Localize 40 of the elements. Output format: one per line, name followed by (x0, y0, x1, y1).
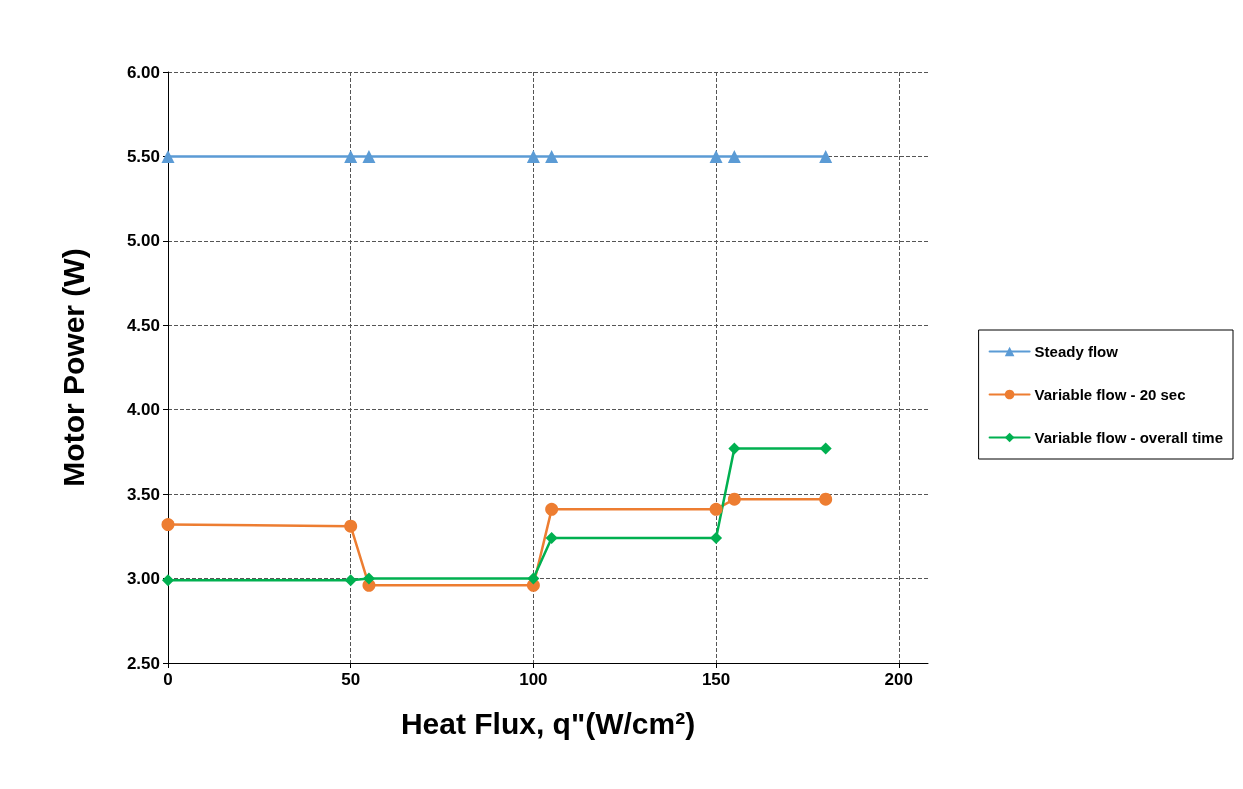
point (819, 492, 833, 506)
point (709, 502, 723, 516)
point (545, 149, 559, 163)
point (819, 442, 832, 455)
x-tick-label: 100 (519, 670, 548, 689)
point (162, 574, 174, 587)
y-tick-label: 3.00 (126, 569, 160, 589)
point (362, 572, 375, 585)
y-tick-label: 4.00 (126, 400, 160, 420)
y-tick-label: 5.00 (126, 231, 160, 251)
legend-label: Steady flow (1034, 343, 1119, 360)
point (344, 149, 358, 163)
point (362, 149, 376, 163)
point (710, 532, 723, 545)
point (161, 518, 175, 532)
point (545, 502, 559, 516)
point (545, 532, 558, 545)
legend-label: Variable flow - 20 sec (1034, 386, 1186, 403)
point (344, 519, 358, 533)
point (161, 149, 175, 163)
y-tick-label: 4.50 (126, 315, 160, 335)
point (727, 149, 741, 163)
point (728, 442, 741, 455)
point (527, 572, 540, 585)
x-tick-label: 200 (884, 670, 913, 689)
y-tick-label: 6.00 (126, 62, 160, 82)
point (526, 149, 540, 163)
x-axis-title: Heat Flux, q"(W/cm²) (400, 706, 696, 740)
x-tick-label: 0 (163, 670, 173, 689)
point (819, 149, 833, 163)
y-tick-label: 3.50 (126, 484, 160, 504)
y-tick-label: 2.50 (126, 653, 160, 673)
x-tick-label: 150 (701, 670, 731, 689)
legend-label: Variable flow - overall time (1034, 429, 1224, 446)
y-tick-label: 5.50 (126, 146, 160, 166)
y-axis-title: Motor Power (W) (56, 248, 90, 487)
point (727, 492, 741, 506)
point (344, 574, 357, 587)
point (709, 149, 723, 163)
x-tick-label: 50 (341, 670, 361, 689)
